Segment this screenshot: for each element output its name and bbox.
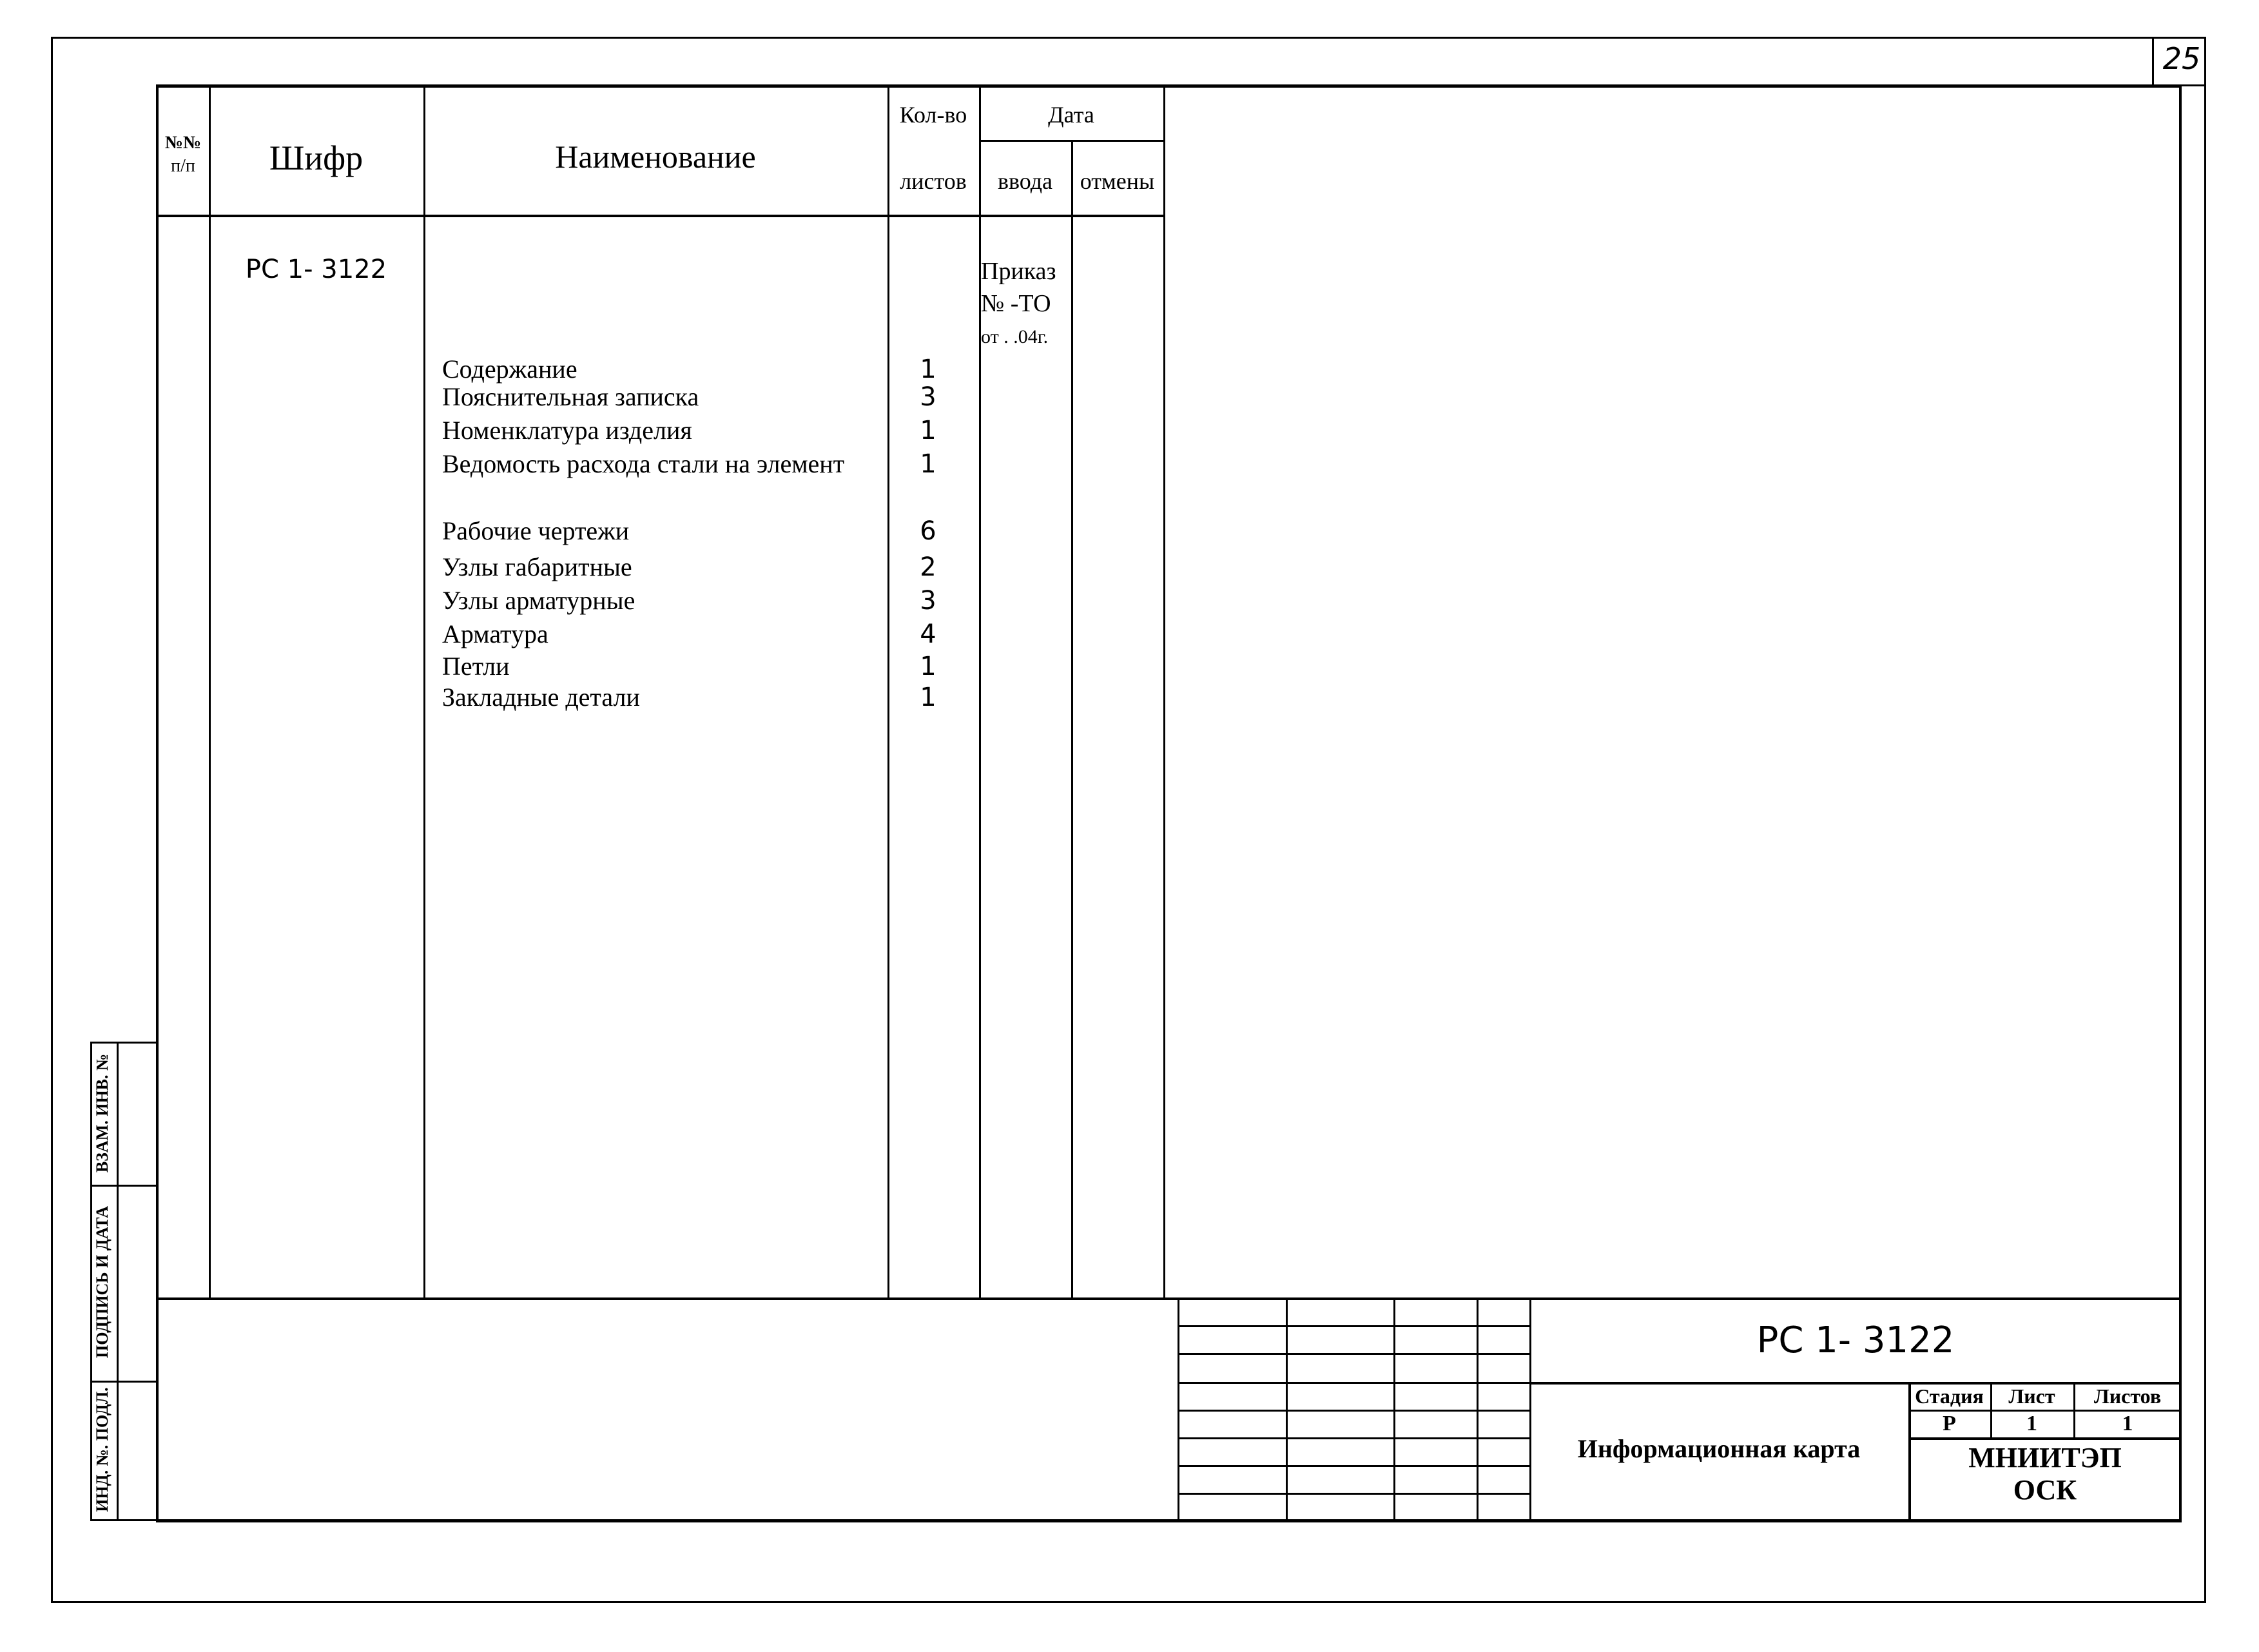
rule-line (1178, 1353, 1529, 1355)
org-line-1: МНИИТЭП (1968, 1442, 2122, 1473)
list-item-name: Рабочие чертежи (442, 516, 630, 545)
rule-line (1178, 1382, 1529, 1384)
rule-line (90, 1381, 156, 1383)
stamp-signature-date: ПОДПИСЬ И ДАТА (93, 1206, 111, 1358)
list-item-name: Петли (442, 652, 510, 681)
title-block-code: РС 1- 3122 (1756, 1319, 1955, 1361)
rule-line (1908, 1437, 2182, 1440)
rule-line (979, 84, 981, 1297)
rule-line (156, 84, 2182, 88)
header-date-cancel: отмены (1080, 168, 1155, 194)
list-item-sheets: 1 (920, 416, 936, 445)
title-block-title: Информационная карта (1577, 1434, 1861, 1463)
rule-line (1908, 1382, 1911, 1519)
rule-line (156, 1297, 2182, 1300)
rule-line (156, 1519, 2182, 1522)
rule-line (1178, 1410, 1529, 1412)
rule-line (51, 1601, 2206, 1603)
rule-line (1477, 1297, 1479, 1519)
list-item-sheets: 3 (920, 382, 936, 412)
sheet-value: 1 (2026, 1412, 2037, 1435)
list-item-name: Закладные детали (442, 683, 640, 712)
rule-line (1529, 1382, 2182, 1385)
list-item-sheets: 6 (920, 516, 936, 546)
header-count-bottom: листов (900, 168, 967, 194)
list-item-name: Арматура (442, 619, 548, 648)
header-code: Шифр (269, 139, 364, 177)
rule-line (51, 37, 53, 1601)
rule-line (2179, 84, 2182, 1519)
stamp-replacement-inv: ВЗАМ. ИНВ. № (93, 1053, 111, 1173)
rule-line (156, 84, 159, 1519)
list-item-sheets: 3 (920, 586, 936, 616)
header-num-line1: №№ (164, 133, 202, 153)
rule-line (90, 1042, 156, 1044)
list-item-name: Номенклатура изделия (442, 416, 692, 445)
list-item-name: Ведомость расхода стали на элемент (442, 449, 845, 478)
list-item-name: Содержание (442, 355, 577, 384)
rule-line (1178, 1465, 1529, 1467)
list-item-name: Узлы арматурные (442, 586, 635, 615)
list-item-sheets: 4 (920, 619, 936, 649)
rule-line (209, 84, 211, 1297)
list-item-sheets: 1 (920, 355, 936, 384)
org-line-2: ОСК (2013, 1474, 2077, 1506)
rule-line (887, 84, 889, 1297)
header-date-in: ввода (997, 168, 1052, 194)
list-item-sheets: 1 (920, 449, 936, 479)
rule-line (1178, 1325, 1529, 1327)
stage-label: Стадия (1915, 1385, 1984, 1408)
rule-line (117, 1042, 119, 1519)
list-item-sheets: 2 (920, 552, 936, 582)
stage-value: Р (1943, 1412, 1956, 1435)
rule-line (1178, 1437, 1529, 1439)
list-item-name: Узлы габаритные (442, 552, 632, 581)
rule-line (51, 37, 2206, 39)
order-line-3: от . .04г. (981, 326, 1049, 347)
rule-line (90, 1042, 92, 1519)
sheets-value: 1 (2122, 1412, 2133, 1435)
rule-line (1163, 84, 1165, 1297)
rule-line (2073, 1382, 2075, 1437)
rule-line (979, 140, 1163, 142)
list-item-name: Пояснительная записка (442, 382, 699, 411)
rule-line (2204, 37, 2206, 1601)
rule-line (2152, 37, 2154, 84)
rule-line (423, 84, 425, 1297)
header-name: Наименование (555, 139, 756, 175)
stamp-original-inv: ИНД. №. ПОДЛ. (93, 1387, 111, 1512)
order-line-1: Приказ (981, 258, 1056, 285)
document-code: РС 1- 3122 (245, 255, 387, 284)
order-line-2: № -ТО (981, 290, 1051, 317)
header-count-top: Кол-во (899, 102, 967, 128)
rule-line (1178, 1297, 1179, 1519)
rule-line (1286, 1297, 1288, 1519)
rule-line (156, 215, 1163, 217)
rule-line (1071, 140, 1073, 1297)
sheets-label: Листов (2093, 1385, 2162, 1408)
rule-line (1908, 1410, 2182, 1412)
sheet-label: Лист (2008, 1385, 2055, 1408)
rule-line (90, 1185, 156, 1187)
rule-line (1178, 1493, 1529, 1495)
rule-line (90, 1519, 156, 1521)
rule-line (1393, 1297, 1395, 1519)
list-item-sheets: 1 (920, 652, 936, 681)
header-num-line2: п/п (171, 156, 195, 176)
rule-line (1529, 1297, 1531, 1519)
header-date: Дата (1048, 102, 1094, 128)
page-number: 25 (2162, 41, 2201, 76)
list-item-sheets: 1 (920, 683, 936, 712)
rule-line (1990, 1382, 1992, 1437)
